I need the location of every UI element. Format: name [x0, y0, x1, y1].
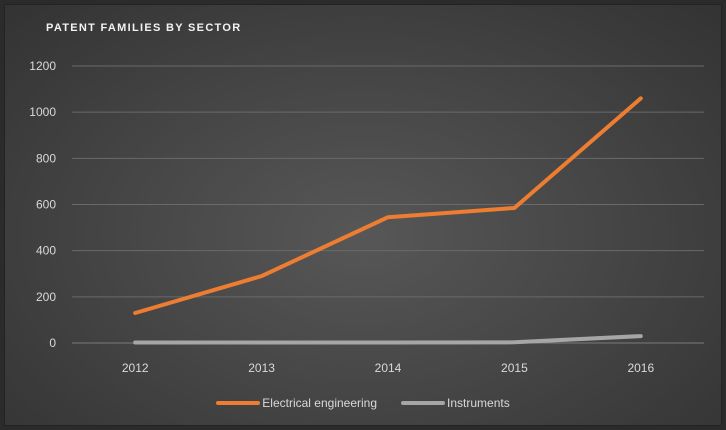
legend-swatch-instruments: [401, 401, 446, 405]
x-tick-label: 2014: [375, 361, 402, 375]
x-axis-ticks: 2012 2013 2014 2015 2016: [122, 361, 655, 375]
legend-item-instruments: Instruments: [401, 396, 510, 410]
y-tick-label: 200: [36, 290, 56, 304]
y-tick-label: 0: [49, 336, 56, 350]
legend-label-electrical-engineering: Electrical engineering: [262, 396, 378, 410]
y-tick-label: 600: [36, 198, 56, 212]
series-line-instruments: [133, 334, 643, 345]
y-tick-label: 400: [36, 244, 56, 258]
chart-frame: [4, 4, 722, 426]
series-line-electrical-engineering: [133, 96, 643, 315]
x-tick-label: 2013: [248, 361, 275, 375]
y-axis-ticks: 0 200 400 600 800 1000 1200: [29, 59, 56, 350]
legend: Electrical engineering Instruments: [0, 396, 726, 410]
legend-swatch-electrical-engineering: [216, 401, 261, 405]
y-tick-label: 800: [36, 151, 56, 165]
gridlines: [72, 65, 704, 344]
series-lines: [133, 96, 643, 345]
x-tick-label: 2012: [122, 361, 149, 375]
x-tick-label: 2016: [627, 361, 654, 375]
legend-label-instruments: Instruments: [447, 396, 510, 410]
chart-title: PATENT FAMILIES BY SECTOR: [46, 22, 242, 34]
x-tick-label: 2015: [501, 361, 528, 375]
y-tick-label: 1000: [29, 105, 56, 119]
legend-item-electrical-engineering: Electrical engineering: [216, 396, 377, 410]
y-tick-label: 1200: [29, 59, 56, 73]
